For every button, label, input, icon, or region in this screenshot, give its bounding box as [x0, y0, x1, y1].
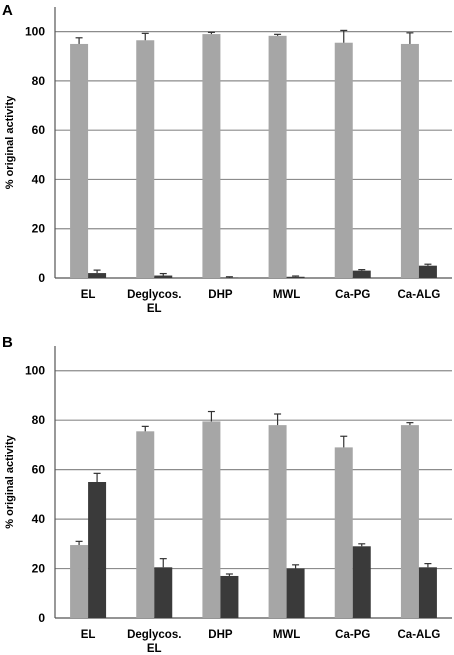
x-category-label: EL	[81, 289, 96, 301]
y-tick-label: 60	[32, 463, 46, 477]
y-tick-label: 20	[32, 222, 46, 236]
panel-letter: B	[2, 334, 13, 351]
bar	[418, 567, 437, 618]
y-tick-label: 100	[25, 364, 45, 378]
bar	[154, 567, 173, 618]
bar	[268, 35, 287, 278]
bar	[202, 34, 221, 278]
y-axis-title: % original activity	[4, 434, 16, 528]
x-category-label: Ca-PG	[335, 289, 370, 301]
y-axis-title: % original activity	[4, 95, 16, 189]
bar	[220, 575, 239, 618]
bar	[88, 273, 107, 278]
y-tick-label: 100	[25, 25, 45, 39]
bar	[70, 43, 89, 278]
bar	[70, 545, 89, 618]
bar	[286, 568, 305, 618]
y-tick-label: 40	[32, 172, 46, 186]
bar	[88, 482, 107, 618]
y-tick-label: 40	[32, 512, 46, 526]
x-category-label: Deglycos. EL	[127, 289, 181, 315]
bar	[334, 42, 353, 278]
x-category-label: MWL	[273, 629, 300, 641]
bar	[268, 425, 287, 618]
chart-panel-a: A 0 20 40 60 80 100 % original activity EL Deglyc…	[2, 2, 452, 315]
x-category-label: EL	[81, 629, 96, 641]
x-category-label: Deglycos. EL	[127, 629, 181, 655]
y-tick-label: 60	[32, 123, 46, 137]
y-tick-label: 0	[38, 271, 45, 285]
x-category-label: DHP	[208, 289, 233, 301]
y-tick-label: 80	[32, 413, 46, 427]
bar	[136, 431, 155, 618]
bar	[334, 447, 353, 618]
x-category-label: MWL	[273, 289, 300, 301]
y-tick-label: 0	[38, 611, 45, 625]
bar	[400, 425, 419, 618]
y-tick-label: 20	[32, 562, 46, 576]
bar	[286, 276, 305, 278]
x-category-label: DHP	[208, 629, 233, 641]
bar	[136, 40, 155, 278]
y-tick-label: 80	[32, 74, 46, 88]
bar	[202, 421, 221, 618]
bar	[418, 265, 437, 278]
chart-panel-b: B 0 20 40 60 80 100 % original activity EL Deglyc…	[2, 334, 452, 655]
panel-letter: A	[2, 2, 13, 19]
x-category-label: Ca-ALG	[398, 289, 441, 301]
x-category-label: Ca-PG	[335, 629, 370, 641]
bar	[154, 275, 173, 278]
bar	[352, 270, 371, 278]
bar	[352, 546, 371, 618]
x-category-label: Ca-ALG	[398, 629, 441, 641]
bar	[400, 43, 419, 278]
